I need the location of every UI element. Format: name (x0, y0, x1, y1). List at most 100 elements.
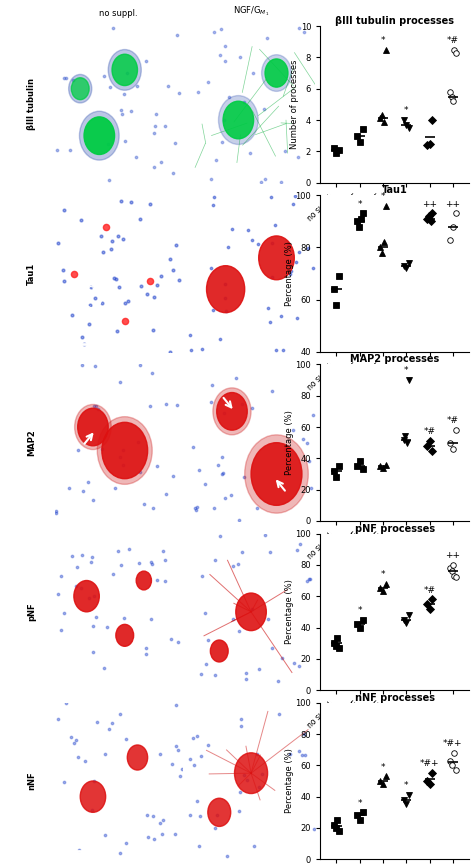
Point (109, 233, 116, 247)
Point (100, 661, 108, 675)
Point (85, 317, 93, 331)
Point (193, 729, 201, 743)
Point (215, 458, 222, 472)
Point (295, 245, 303, 259)
Title: MAP2 processes: MAP2 processes (350, 354, 439, 365)
Point (266, 545, 273, 559)
Point (209, 199, 217, 213)
Point (284, 238, 292, 252)
Point (167, 632, 175, 646)
Point (308, 481, 315, 495)
Circle shape (102, 423, 147, 479)
Point (125, 542, 133, 556)
Point (74, 443, 82, 457)
Point (112, 273, 119, 286)
Point (149, 809, 157, 823)
Point (79, 548, 86, 562)
Point (92, 610, 100, 624)
Point (253, 747, 261, 761)
Point (119, 444, 127, 457)
Point (275, 707, 283, 721)
Point (221, 490, 229, 504)
Point (221, 54, 229, 68)
Text: *: * (381, 192, 385, 201)
Point (250, 66, 257, 80)
Point (289, 197, 297, 211)
Point (204, 76, 211, 89)
Point (68, 308, 75, 322)
Point (109, 21, 117, 35)
Point (244, 223, 252, 237)
Point (124, 294, 131, 308)
Point (132, 150, 140, 164)
Point (60, 203, 68, 217)
Y-axis label: Percentage (%): Percentage (%) (285, 241, 294, 306)
Point (222, 304, 230, 318)
Circle shape (245, 435, 308, 513)
Point (109, 568, 117, 582)
Point (242, 666, 250, 680)
Point (162, 119, 169, 133)
Circle shape (78, 408, 108, 446)
Point (116, 707, 124, 720)
Point (104, 137, 111, 151)
Point (81, 754, 89, 768)
Point (197, 749, 205, 763)
Point (174, 635, 182, 649)
Point (292, 255, 300, 269)
Circle shape (236, 593, 266, 631)
Point (268, 236, 276, 250)
Point (201, 606, 209, 620)
Point (269, 384, 276, 398)
Circle shape (265, 59, 288, 87)
Point (173, 398, 181, 411)
Point (149, 501, 157, 515)
Point (168, 757, 176, 771)
Point (87, 555, 95, 569)
Point (211, 668, 219, 682)
Point (123, 67, 131, 81)
Point (301, 747, 309, 761)
Point (143, 808, 151, 822)
Point (60, 775, 68, 789)
Point (204, 738, 212, 752)
Point (115, 280, 122, 294)
Text: *#+: *#+ (443, 740, 463, 748)
Text: nNF: nNF (27, 772, 36, 791)
Text: βIII tubulin: βIII tubulin (27, 78, 36, 130)
Circle shape (210, 640, 228, 662)
Point (310, 822, 318, 836)
Title: nNF processes: nNF processes (355, 693, 435, 703)
Point (186, 328, 194, 342)
Point (250, 839, 258, 853)
Point (236, 513, 243, 527)
Point (296, 537, 303, 551)
Point (210, 190, 218, 204)
Title: Tau1: Tau1 (382, 185, 408, 195)
Point (116, 450, 124, 464)
Point (147, 555, 155, 569)
Point (117, 558, 124, 572)
Point (57, 569, 65, 583)
Point (54, 236, 62, 250)
Point (52, 504, 60, 518)
Point (52, 506, 59, 520)
Point (235, 804, 242, 818)
Point (210, 501, 218, 515)
Point (121, 297, 128, 311)
Point (193, 794, 201, 808)
Point (91, 291, 99, 305)
Point (54, 142, 61, 156)
Point (143, 641, 150, 655)
Point (198, 342, 205, 356)
Point (195, 464, 202, 477)
Point (101, 828, 109, 842)
Point (209, 378, 216, 392)
Circle shape (112, 54, 137, 86)
Point (237, 713, 245, 727)
Point (207, 261, 214, 275)
Point (212, 153, 219, 167)
Point (238, 397, 246, 411)
Point (271, 218, 279, 232)
Point (150, 160, 158, 174)
